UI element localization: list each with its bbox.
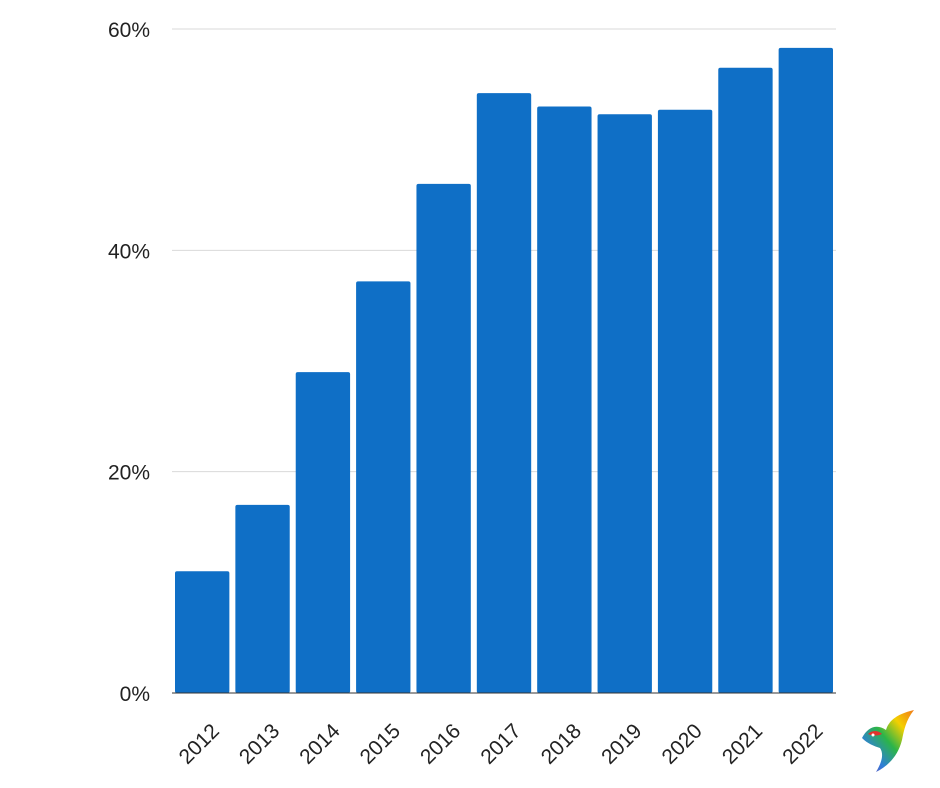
x-tick-label: 2017 <box>476 719 525 768</box>
x-tick-label: 2015 <box>356 719 405 768</box>
x-tick-label: 2021 <box>718 719 767 768</box>
x-tick-label: 2014 <box>295 719 345 769</box>
bar-2021 <box>718 67 773 693</box>
x-tick-label: 2019 <box>597 719 646 768</box>
bar-2020 <box>657 109 713 693</box>
y-axis-tick-labels: 0% 20% 40% 60% <box>108 19 150 706</box>
rainbow-bird-logo-icon <box>862 710 914 772</box>
bar-2015 <box>356 281 411 693</box>
bar-2014 <box>295 372 351 693</box>
x-tick-label: 2013 <box>235 719 284 768</box>
bar-2016 <box>416 183 471 693</box>
bars <box>175 47 833 694</box>
x-tick-label: 2012 <box>175 719 224 768</box>
x-tick-label: 2022 <box>778 719 827 768</box>
y-tick-label: 40% <box>108 240 150 263</box>
bar-2017 <box>476 93 532 694</box>
bar-2022 <box>778 47 833 693</box>
bar-2018 <box>537 106 592 693</box>
y-tick-label: 60% <box>108 19 150 42</box>
x-tick-label: 2020 <box>658 719 707 768</box>
y-tick-label: 0% <box>120 683 150 706</box>
bar-2013 <box>235 504 290 693</box>
x-axis-tick-labels: 2012 2013 2014 2015 2016 2017 2018 2019 2020 2021… <box>175 719 828 769</box>
y-tick-label: 20% <box>108 462 150 485</box>
bar-2019 <box>597 114 652 694</box>
bar-2012 <box>175 571 230 693</box>
x-tick-label: 2016 <box>416 719 465 768</box>
x-tick-label: 2018 <box>537 719 586 768</box>
